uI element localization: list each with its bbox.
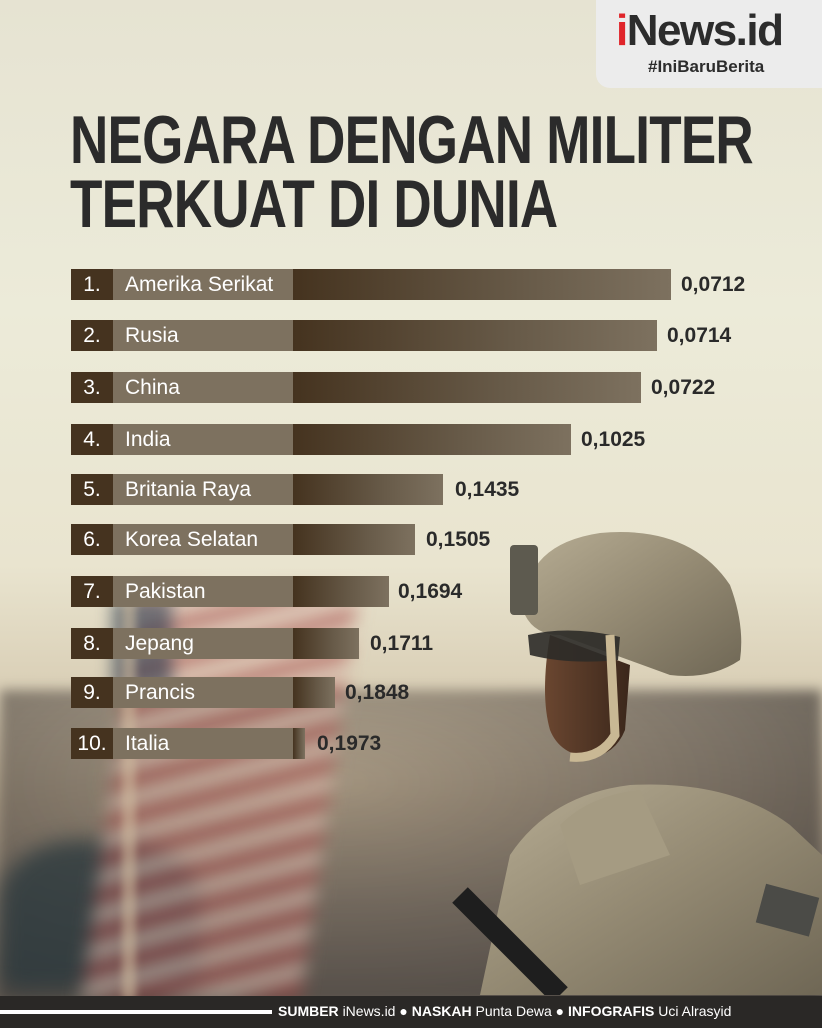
graphics-label: INFOGRAFIS bbox=[568, 1003, 655, 1019]
country-label: Italia bbox=[113, 728, 293, 759]
score-value: 0,1505 bbox=[426, 528, 491, 551]
score-value: 0,0722 bbox=[651, 376, 716, 399]
footer-divider-line bbox=[0, 1010, 272, 1014]
rank-number: 9. bbox=[71, 677, 113, 708]
bar bbox=[293, 576, 389, 607]
bar bbox=[293, 628, 359, 659]
rank-number: 1. bbox=[71, 269, 113, 300]
bullet-separator: ● bbox=[399, 1003, 408, 1019]
rank-number: 4. bbox=[71, 424, 113, 455]
score-value: 0,1848 bbox=[345, 681, 410, 704]
rank-number: 3. bbox=[71, 372, 113, 403]
rank-number: 8. bbox=[71, 628, 113, 659]
score-value: 0,0712 bbox=[681, 273, 746, 296]
graphics-value: Uci Alrasyid bbox=[658, 1003, 732, 1019]
rank-number: 7. bbox=[71, 576, 113, 607]
source-label: SUMBER bbox=[278, 1003, 339, 1019]
bullet-separator: ● bbox=[555, 1003, 565, 1019]
bar bbox=[293, 677, 335, 708]
bar bbox=[293, 372, 641, 403]
logo-i: i bbox=[616, 6, 628, 55]
brand-logo: iNews.id #IniBaruBerita bbox=[596, 0, 822, 88]
bar bbox=[293, 320, 657, 351]
page-title: NEGARA DENGAN MILITER TERKUAT DI DUNIA bbox=[70, 102, 754, 242]
source-value: iNews.id bbox=[342, 1003, 396, 1019]
bar bbox=[293, 474, 443, 505]
country-label: India bbox=[113, 424, 293, 455]
country-label: Korea Selatan bbox=[113, 524, 293, 555]
score-value: 0,0714 bbox=[667, 324, 732, 347]
country-label: Britania Raya bbox=[113, 474, 293, 505]
bar bbox=[293, 269, 671, 300]
score-value: 0,1435 bbox=[455, 478, 520, 501]
title-line-2: TERKUAT DI DUNIA bbox=[70, 166, 558, 242]
country-label: Prancis bbox=[113, 677, 293, 708]
writer-label: NASKAH bbox=[411, 1003, 472, 1019]
title-line-1: NEGARA DENGAN MILITER bbox=[70, 102, 754, 178]
rank-number: 10. bbox=[71, 728, 113, 759]
score-value: 0,1694 bbox=[398, 580, 463, 603]
soldier-photo bbox=[452, 532, 822, 995]
logo-tagline: #IniBaruBerita bbox=[648, 57, 765, 76]
rank-number: 2. bbox=[71, 320, 113, 351]
score-value: 0,1025 bbox=[581, 428, 646, 451]
credits-footer: SUMBER iNews.id ● NASKAH Punta Dewa ● IN… bbox=[0, 996, 822, 1028]
rank-number: 5. bbox=[71, 474, 113, 505]
logo-text: News.id bbox=[626, 6, 784, 55]
country-label: Amerika Serikat bbox=[113, 269, 293, 300]
credits-text: SUMBER iNews.id ● NASKAH Punta Dewa ● IN… bbox=[278, 1003, 731, 1019]
bar bbox=[293, 424, 571, 455]
country-label: Rusia bbox=[113, 320, 293, 351]
bar bbox=[293, 524, 415, 555]
country-label: Pakistan bbox=[113, 576, 293, 607]
country-label: China bbox=[113, 372, 293, 403]
country-label: Jepang bbox=[113, 628, 293, 659]
rank-number: 6. bbox=[71, 524, 113, 555]
writer-value: Punta Dewa bbox=[475, 1003, 552, 1019]
score-value: 0,1973 bbox=[317, 732, 382, 755]
bar bbox=[293, 728, 305, 759]
logo-wordmark: iNews.id bbox=[616, 6, 784, 56]
score-value: 0,1711 bbox=[370, 632, 434, 655]
